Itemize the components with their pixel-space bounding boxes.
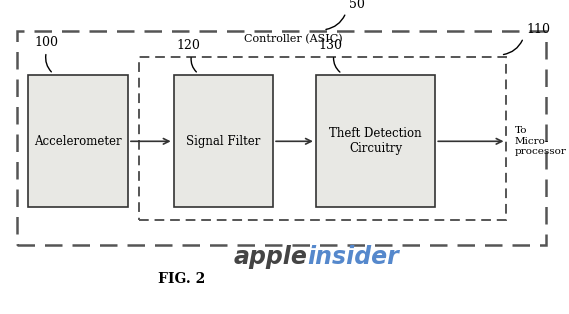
Text: 100: 100 bbox=[34, 36, 58, 49]
Text: FIG. 2: FIG. 2 bbox=[158, 273, 206, 286]
FancyBboxPatch shape bbox=[17, 31, 546, 245]
Text: 130: 130 bbox=[319, 39, 343, 52]
Text: insider: insider bbox=[307, 246, 399, 269]
Text: Accelerometer: Accelerometer bbox=[35, 135, 122, 148]
FancyBboxPatch shape bbox=[174, 75, 273, 207]
Text: Controller (ASIC): Controller (ASIC) bbox=[244, 34, 343, 44]
Text: 50: 50 bbox=[349, 0, 365, 11]
Text: To
Micro-
processor: To Micro- processor bbox=[515, 127, 567, 156]
Text: 110: 110 bbox=[526, 23, 550, 36]
FancyBboxPatch shape bbox=[316, 75, 435, 207]
Text: Signal Filter: Signal Filter bbox=[186, 135, 261, 148]
Text: apple: apple bbox=[233, 246, 307, 269]
Text: 120: 120 bbox=[176, 39, 200, 52]
FancyBboxPatch shape bbox=[28, 75, 128, 207]
Text: Theft Detection
Circuitry: Theft Detection Circuitry bbox=[329, 127, 422, 155]
